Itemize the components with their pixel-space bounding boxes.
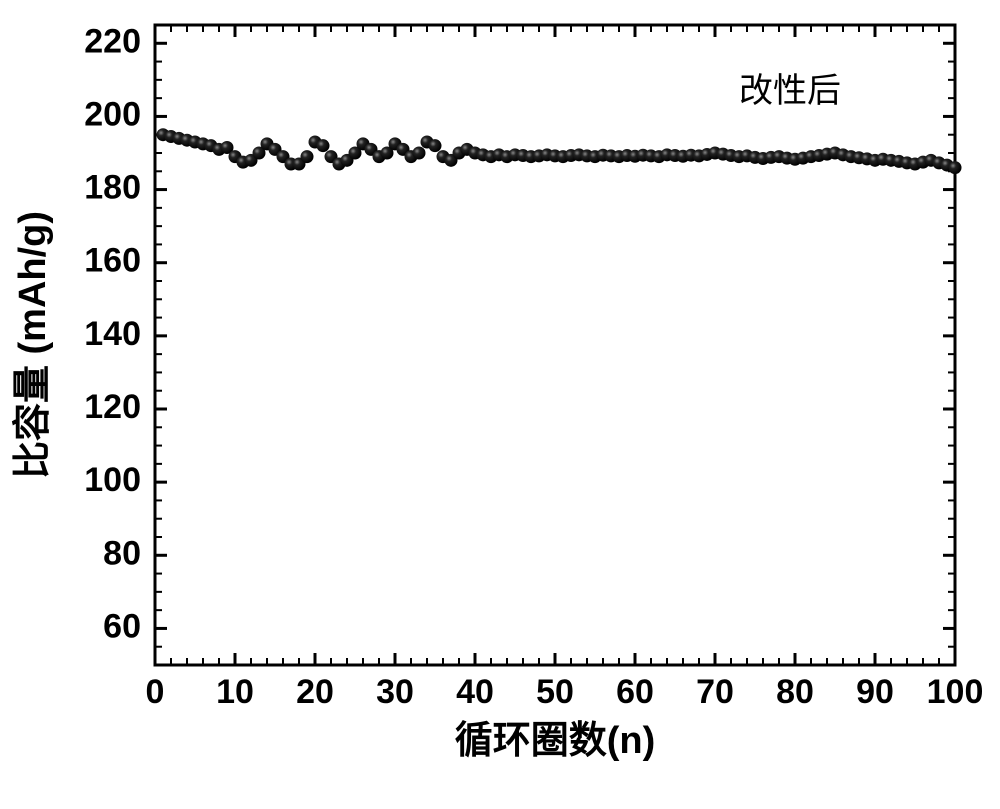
x-tick-label: 90 [856,673,894,711]
data-point [429,139,442,152]
data-point [413,147,426,160]
x-tick-label: 20 [296,673,334,711]
y-axis-title: 比容量 (mAh/g) [12,211,54,479]
x-tick-label: 0 [146,673,165,711]
x-axis-title: 循环圈数(n) [455,720,656,762]
x-tick-label: 10 [216,673,254,711]
y-tick-label: 100 [84,461,141,499]
data-point [949,161,962,174]
y-tick-label: 180 [84,169,141,207]
y-tick-label: 220 [84,22,141,60]
data-point [317,139,330,152]
y-tick-label: 160 [84,242,141,280]
y-tick-label: 120 [84,388,141,426]
series-label: 改性后 [739,72,841,110]
y-tick-label: 140 [84,315,141,353]
y-tick-label: 200 [84,95,141,133]
x-tick-label: 100 [927,673,984,711]
x-tick-label: 70 [696,673,734,711]
y-tick-label: 80 [103,534,141,572]
scatter-chart: 0 10 20 30 40 50 60 70 80 90 100 60 80 100 120 140 160 18… [0,0,1000,809]
x-tick-label: 80 [776,673,814,711]
x-tick-label: 60 [616,673,654,711]
x-tick-label: 30 [376,673,414,711]
data-point [301,150,314,163]
plot-frame [155,25,955,665]
y-tick-label: 60 [103,607,141,645]
data-series [157,128,962,174]
x-tick-label: 50 [536,673,574,711]
x-tick-label: 40 [456,673,494,711]
chart-container: 0 10 20 30 40 50 60 70 80 90 100 60 80 100 120 140 160 18… [0,0,1000,809]
